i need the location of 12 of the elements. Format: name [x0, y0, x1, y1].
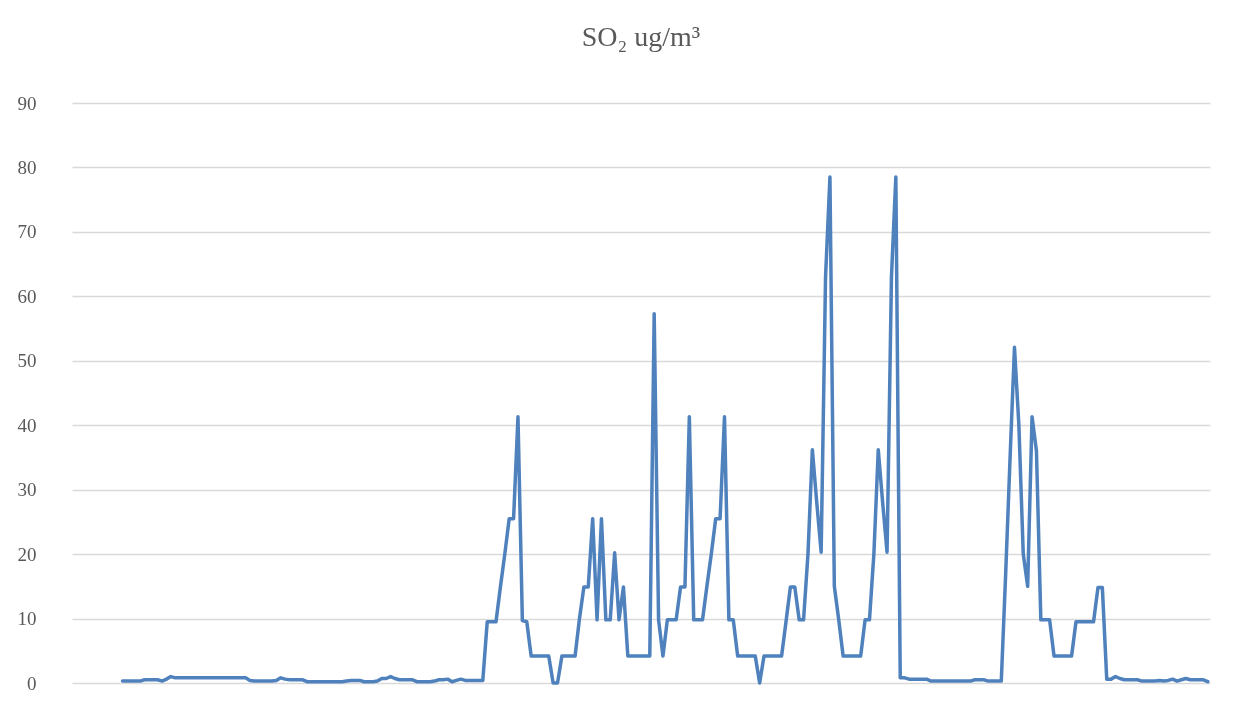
y-tick-label: 90	[17, 92, 37, 114]
line-series	[120, 175, 1210, 685]
y-tick-label: 0	[27, 672, 37, 694]
y-tick-label: 20	[17, 543, 37, 565]
y-tick-label: 70	[17, 221, 37, 243]
y-tick-label: 80	[17, 156, 37, 178]
y-tick-label: 10	[17, 608, 37, 630]
y-tick-label: 60	[17, 285, 37, 307]
y-tick-label: 50	[17, 350, 37, 372]
y-tick-label: 30	[17, 479, 37, 501]
chart-title: SO₂ ug/m³	[581, 21, 701, 52]
y-tick-label: 40	[17, 414, 37, 436]
